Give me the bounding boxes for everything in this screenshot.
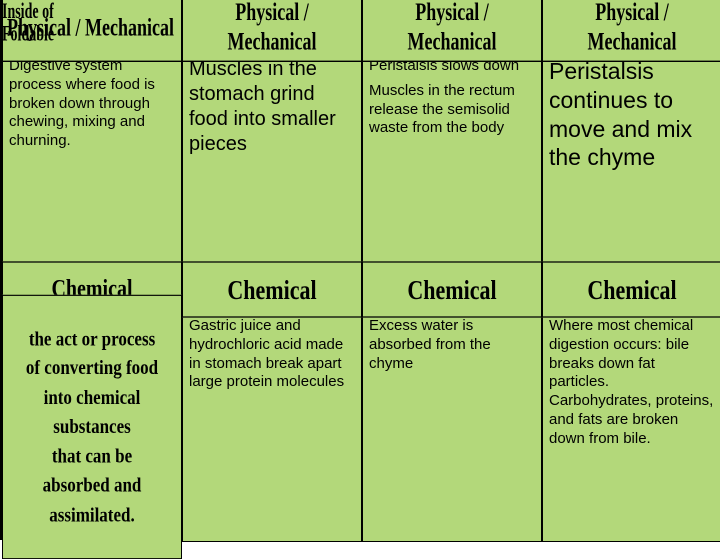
- header-chemical-3: Chemical: [362, 261, 542, 317]
- header-physical-4: Physical / Mechanical: [542, 0, 720, 62]
- cell-r2-c3: Excess water is absorbed from the chyme: [362, 312, 542, 542]
- cell-r2-c4: Where most chemical digestion occurs: bi…: [542, 312, 720, 542]
- cell-r2-c2: Gastric juice and hydrochloric acid made…: [182, 312, 362, 542]
- cell-r2-c1: the act or process of converting food in…: [2, 295, 182, 559]
- header-chemical-4: Chemical: [542, 261, 720, 317]
- cell-r1-c4: Peristalsis continues to move and mix th…: [542, 52, 720, 267]
- cell-r1-c2: Muscles in the stomach grind food into s…: [182, 52, 362, 267]
- cell-r1-c3: Peristalsis slows down Muscles in the re…: [362, 52, 542, 267]
- corner-label: Inside of Foldable: [2, 2, 54, 47]
- header-physical-2: Physical / Mechanical: [182, 0, 362, 62]
- foldable-grid: Physical / Mechanical Physical / Mechani…: [0, 0, 720, 540]
- cell-r1-c3-part2: Muscles in the rectum release the semiso…: [369, 82, 535, 138]
- cell-r1-c1: Digestive system process where food is b…: [2, 52, 182, 267]
- header-physical-3: Physical / Mechanical: [362, 0, 542, 62]
- header-chemical-2: Chemical: [182, 261, 362, 317]
